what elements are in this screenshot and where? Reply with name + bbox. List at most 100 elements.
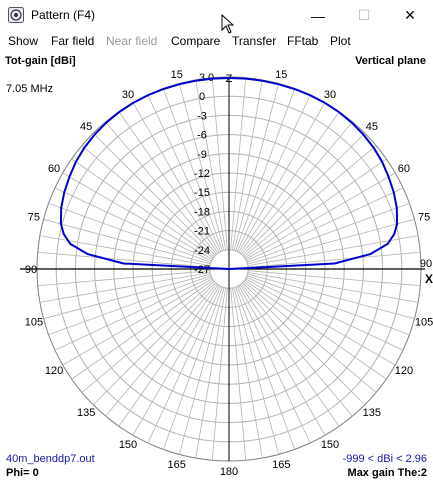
angle-label: 15 [275,69,287,81]
window-title: Pattern (F4) [31,8,96,22]
maximize-button: ☐ [341,0,387,31]
pattern-trace [59,76,399,270]
angle-label: 90 [25,264,37,276]
minimize-icon: — [311,7,325,24]
menu-far-field[interactable]: Far field [51,34,95,48]
angle-label: 45 [80,121,92,133]
grid-spoke [245,278,396,366]
grid-spoke [247,271,419,303]
grid-spoke [248,251,421,268]
db-tick-label: 0 [199,91,205,103]
max-gain-label: Max gain The:2 [347,467,427,479]
grid-spoke [195,79,227,251]
db-tick-label: -9 [197,149,207,161]
close-icon: ✕ [404,7,416,23]
angle-label: 45 [366,121,378,133]
grid-spoke [238,285,326,436]
grid-spoke [211,288,228,461]
grid-spoke [37,270,210,287]
maximize-icon: ☐ [357,7,371,23]
db-tick-label: -21 [194,226,210,238]
grid-spoke [54,276,212,351]
menu-plot[interactable]: Plot [330,34,351,48]
file-label: 40m_benddp7.out [6,453,95,465]
grid-spoke [118,111,219,254]
grid-spoke [195,287,227,459]
grid-spoke [233,83,280,251]
angle-label: 75 [418,212,430,224]
db-tick-label: 3 [199,72,205,84]
plane-label: Vertical plane [355,55,426,67]
grid-spoke [236,286,311,444]
db-tick-label: -24 [194,245,210,257]
grid-spoke [162,88,223,252]
grid-spoke [246,187,404,262]
menu-compare[interactable]: Compare [171,34,221,48]
grid-spoke [239,111,340,254]
grid-spoke [48,202,212,263]
grid-spoke [246,202,410,263]
angle-label: 150 [119,439,137,451]
grid-spoke [92,132,216,256]
grid-spoke [147,94,222,252]
angle-label: 15 [171,69,183,81]
grid-spoke [132,285,220,436]
grid-spoke [147,286,222,444]
grid-spoke [247,235,419,267]
mouse-cursor-icon [221,14,235,34]
db-tick-label: -3 [197,110,207,122]
grid-spoke [244,279,387,380]
grid-spoke [239,284,340,427]
gain-title: Tot-gain [dBi] [5,55,76,67]
angle-label: 60 [48,163,60,175]
grid-spoke [54,187,212,262]
pattern-plot-area[interactable]: 0 15 30 45 60 75 90 105 120 135 150 165 180 165 150 135… [0,53,433,483]
grid-spoke [71,279,214,380]
angle-label: 165 [168,459,186,471]
angle-label: 165 [272,459,290,471]
grid-spoke [39,271,211,303]
close-button[interactable]: ✕ [387,0,433,31]
app-icon[interactable] [8,7,24,23]
menu-show[interactable]: Show [8,34,39,48]
grid-spoke [238,102,326,253]
grid-spoke [81,281,215,393]
angle-label: 30 [122,89,134,101]
grid-spoke [105,283,217,417]
menu-bar: Show Far field Near field Compare Transf… [0,31,433,53]
grid-spoke [43,218,211,265]
grid-spoke [178,83,225,251]
grid-spoke [62,278,213,366]
grid-spoke [236,94,311,252]
grid-spoke [43,273,211,320]
grid-spoke [48,275,212,336]
angle-label: 60 [398,163,410,175]
grid-spoke [242,282,366,406]
grid-spoke [231,287,263,459]
angle-label: 180 [220,466,238,478]
grid-spoke [81,145,215,257]
xy-label: XY [425,272,433,286]
menu-near-field: Near field [106,34,158,48]
db-tick-label: -15 [194,187,210,199]
grid-spoke [246,276,404,351]
grid-spoke [243,281,377,393]
grid-spoke [105,121,217,255]
angle-label: 105 [25,316,43,328]
minimize-button[interactable]: — [295,0,341,31]
menu-fftab[interactable]: FFtab [287,34,319,48]
grid-spoke [92,282,216,406]
grid-spoke [132,102,220,253]
grid-spoke [162,286,223,450]
angle-label: 75 [28,212,40,224]
grid-spoke [235,286,296,450]
angle-label: 150 [321,439,339,451]
grid-spoke [241,283,353,417]
menu-transfer[interactable]: Transfer [232,34,277,48]
db-tick-label: -6 [197,130,207,142]
angle-label: 120 [395,365,413,377]
grid-spoke [245,172,396,260]
grid-spoke [231,79,263,251]
title-bar[interactable]: Pattern (F4) — ☐ ✕ [0,0,433,31]
grid-spoke [118,284,219,427]
